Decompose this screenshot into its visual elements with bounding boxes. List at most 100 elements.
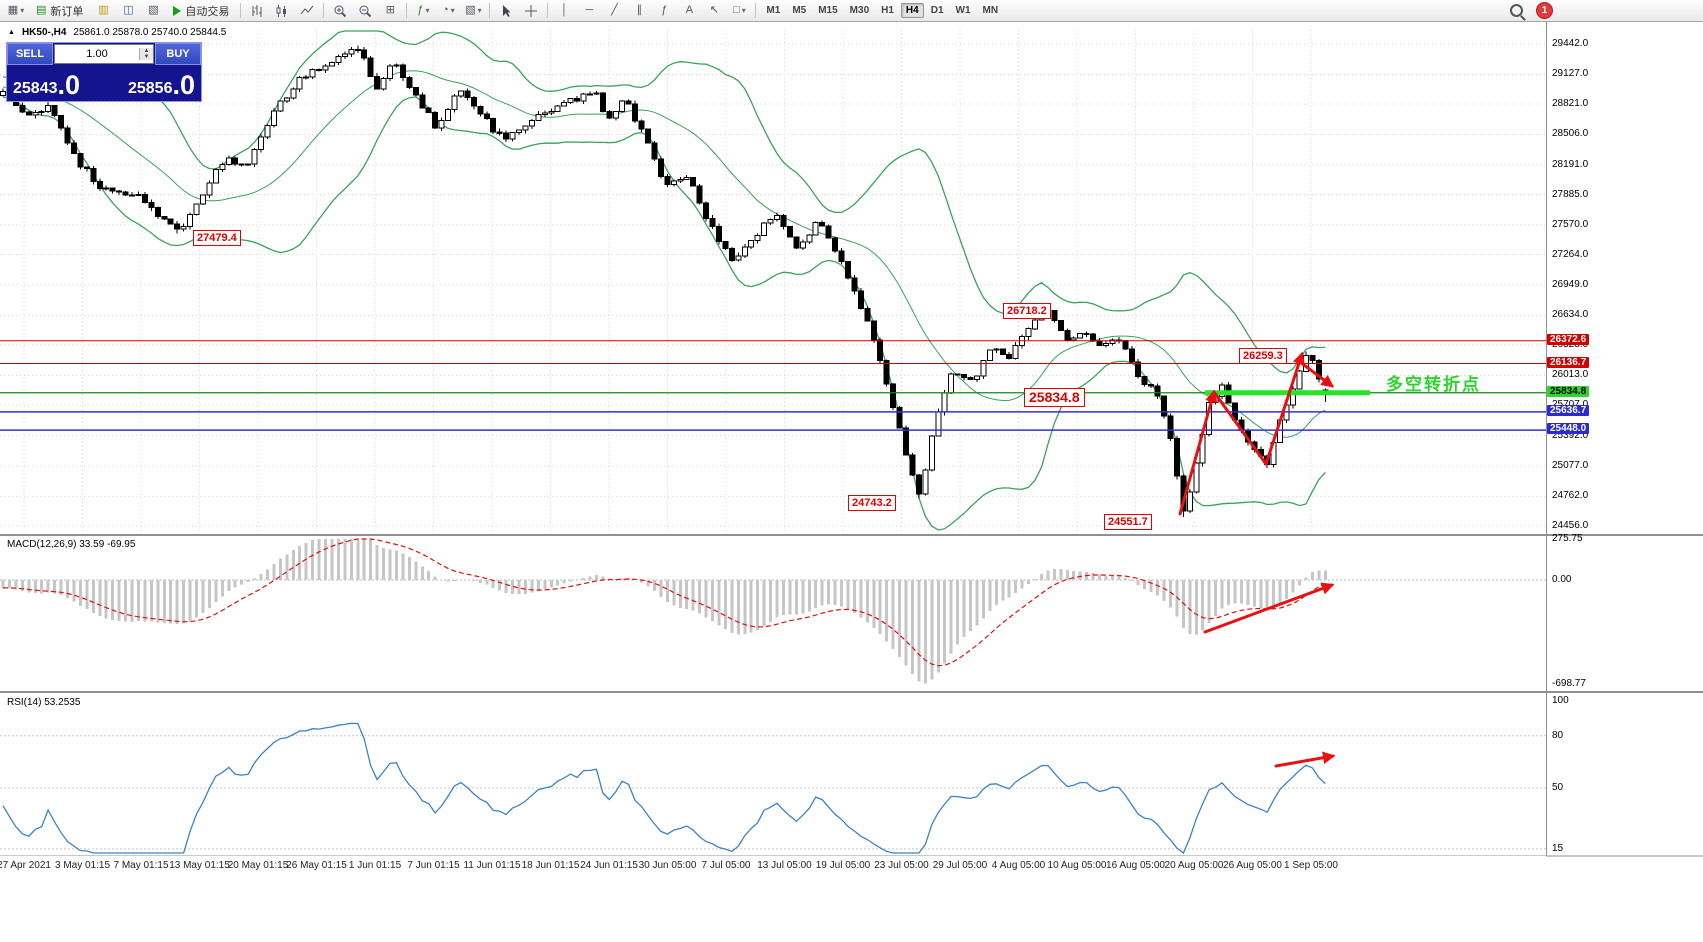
price-axis-label: 26634.0 xyxy=(1552,309,1589,321)
templates-button[interactable]: ▧ ▾ xyxy=(461,1,485,21)
symbol-title: HK50-,H4 xyxy=(21,27,67,38)
tile-windows-button[interactable]: ⊞ xyxy=(378,1,402,21)
indicators-icon: ƒ xyxy=(417,4,424,16)
toolbar-right-group: 1 xyxy=(1504,1,1553,21)
price-axis-label: 26013.0 xyxy=(1552,369,1589,381)
macd-histogram xyxy=(1,539,1327,684)
channel-button[interactable]: ∥ xyxy=(627,1,651,21)
new-order-button[interactable]: ▤ 新订单 xyxy=(29,1,90,21)
price-axis-label: 28191.0 xyxy=(1552,158,1589,170)
time-axis-label: 29 Jul 05:00 xyxy=(932,860,988,871)
auto-trade-button[interactable]: 自动交易 xyxy=(166,1,236,21)
indicators-button[interactable]: ƒ ▾ xyxy=(411,1,435,21)
data-window-button[interactable]: ◫ xyxy=(116,1,140,21)
symbol-info: ▲ HK50-,H4 25861.0 25878.0 25740.0 25844… xyxy=(8,27,226,38)
timeframe-h1-button[interactable]: H1 xyxy=(881,5,894,16)
text-tool-icon: A xyxy=(685,4,694,16)
volume-value[interactable]: 1.00 xyxy=(86,48,108,60)
zoom-in-icon xyxy=(334,5,347,17)
fibonacci-button[interactable]: ƒ xyxy=(652,1,676,21)
buy-button[interactable]: BUY xyxy=(155,43,201,65)
new-order-label: 新订单 xyxy=(50,5,84,18)
timeframe-m5-button[interactable]: M5 xyxy=(792,5,807,16)
buy-price[interactable]: 25856.0 xyxy=(128,70,195,101)
volume-decrease-button[interactable]: ▼ xyxy=(140,54,153,60)
channel-icon: ∥ xyxy=(636,4,643,16)
price-axis-label: 24762.0 xyxy=(1552,490,1589,502)
rsi-axis-label: 80 xyxy=(1552,729,1564,741)
notification-badge[interactable]: 1 xyxy=(1536,2,1553,19)
chart-area[interactable]: ▲ HK50-,H4 25861.0 25878.0 25740.0 25844… xyxy=(0,22,1703,942)
zoom-in-button[interactable] xyxy=(328,1,352,21)
price-axis-label: 29442.0 xyxy=(1552,38,1589,49)
line-chart-button[interactable] xyxy=(295,1,319,21)
sell-button[interactable]: SELL xyxy=(7,43,53,65)
search-button[interactable] xyxy=(1504,1,1528,21)
trend-arrow xyxy=(1178,389,1218,516)
time-axis-label: 3 May 01:15 xyxy=(54,860,111,871)
chevron-down-icon: ▾ xyxy=(450,6,455,15)
price-axis-label: 27570.0 xyxy=(1552,218,1589,230)
horizontal-line-icon: ─ xyxy=(585,4,594,16)
time-axis-label: 7 Jul 05:00 xyxy=(701,860,751,871)
price-axis-label: 28821.0 xyxy=(1552,98,1589,110)
timeframe-d1-button[interactable]: D1 xyxy=(930,5,944,16)
toolbar-separator xyxy=(547,3,549,18)
volume-field[interactable]: 1.00 ▲ ▼ xyxy=(54,44,154,64)
sell-price[interactable]: 25843.0 xyxy=(13,70,81,101)
time-axis-label: 7 Jun 01:15 xyxy=(407,860,460,871)
time-axis-label: 20 May 01:15 xyxy=(227,860,289,871)
price-axis-label: 26949.0 xyxy=(1552,279,1589,290)
bar-chart-icon xyxy=(252,4,262,17)
rsi-axis-label: 100 xyxy=(1552,695,1569,706)
time-axis-label: 4 Aug 05:00 xyxy=(991,860,1046,871)
rsi-line xyxy=(2,722,1326,855)
search-icon xyxy=(1509,4,1523,17)
time-axis-label: 11 Jun 01:15 xyxy=(463,860,521,871)
time-axis-label: 16 Aug 05:00 xyxy=(1106,860,1165,871)
timeframe-m15-button[interactable]: M15 xyxy=(818,5,838,16)
symbol-ohlc: 25861.0 25878.0 25740.0 25844.5 xyxy=(73,27,227,38)
timeframe-h4-button[interactable]: H4 xyxy=(900,3,924,18)
cursor-button[interactable] xyxy=(494,1,518,21)
profiles-button[interactable]: ▥ xyxy=(91,1,115,21)
trend-arrow xyxy=(1203,582,1335,634)
crosshair-button[interactable] xyxy=(519,1,543,21)
toolbar-separator xyxy=(406,3,408,18)
price-level-badge: 25448.0 xyxy=(1547,423,1590,435)
bar-chart-button[interactable] xyxy=(245,1,269,21)
timeframe-mn-button[interactable]: MN xyxy=(982,5,999,16)
object-marker-icon: ▲ xyxy=(8,29,15,36)
periods-button[interactable]: ◔ ▾ xyxy=(436,1,460,21)
candle-chart-button[interactable] xyxy=(270,1,294,21)
arrow-tool-button[interactable]: ↖ xyxy=(702,1,726,21)
timeframe-m30-button[interactable]: M30 xyxy=(849,5,870,16)
sell-price-frac: .0 xyxy=(57,70,81,101)
shapes-button[interactable]: □ ▾ xyxy=(727,1,751,21)
trendline-button[interactable]: ╱ xyxy=(602,1,626,21)
price-axis-label: 25077.0 xyxy=(1552,459,1589,471)
zoom-out-button[interactable] xyxy=(353,1,377,21)
macd-axis-label: 0.00 xyxy=(1552,574,1572,585)
toolbar-separator xyxy=(489,3,491,18)
buy-price-frac: .0 xyxy=(172,70,195,101)
horizontal-line-button[interactable]: ─ xyxy=(577,1,601,21)
timeframe-m1-button[interactable]: M1 xyxy=(766,5,781,16)
time-axis-label: 26 Aug 05:00 xyxy=(1223,860,1282,871)
vertical-line-button[interactable]: │ xyxy=(552,1,576,21)
main-toolbar: ▦ ▾ ▤ 新订单 ▥ ◫ ▧ 自动交易 ⊞ ƒ ▾ ◔ ▾ ▧ ▾ │ ─ ╱ ∥ ƒ xyxy=(0,0,1703,22)
text-tool-button[interactable]: A xyxy=(677,1,701,21)
price-axis-label: 24456.0 xyxy=(1552,520,1589,532)
fibonacci-icon: ƒ xyxy=(661,4,668,16)
auto-trade-label: 自动交易 xyxy=(185,5,230,18)
time-axis-label: 20 Aug 05:00 xyxy=(1164,860,1224,871)
timeframe-w1-button[interactable]: W1 xyxy=(955,5,971,16)
volume-increase-button[interactable]: ▲ xyxy=(140,48,153,54)
market-watch-button[interactable]: ▧ xyxy=(141,1,165,21)
price-axis-label: 25707.0 xyxy=(1552,399,1588,410)
new-chart-button[interactable]: ▦ ▾ xyxy=(4,1,28,21)
toolbar-separator xyxy=(240,3,242,18)
price-chart-canvas[interactable] xyxy=(0,22,1703,942)
time-axis-label: 18 Jun 01:15 xyxy=(521,860,580,871)
